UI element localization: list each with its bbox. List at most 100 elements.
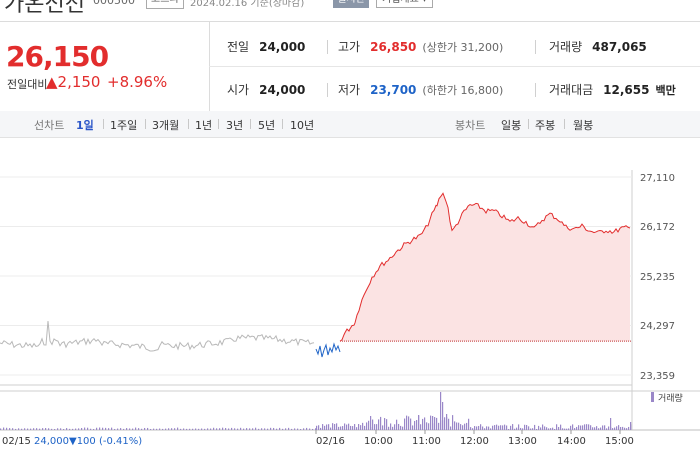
volume-bar	[6, 427, 8, 430]
volume-bar	[348, 423, 350, 430]
volume-bar	[192, 428, 194, 430]
volume-bar	[57, 428, 59, 430]
x-tick-label: 12:00	[460, 436, 489, 447]
period-10y[interactable]: 10년	[290, 119, 315, 132]
divider	[327, 83, 328, 97]
volume-bar	[210, 428, 212, 430]
volume-bar	[186, 428, 188, 430]
volume-bar	[189, 428, 191, 430]
realtime-button[interactable]: 실시간	[333, 0, 369, 8]
volume-bar	[390, 423, 392, 430]
volume-bar	[291, 428, 293, 430]
x-tick-label: 02/16	[316, 436, 345, 447]
volume-bar	[99, 427, 101, 430]
volume-bar	[428, 423, 430, 430]
volume-bar	[279, 427, 281, 430]
volume-bar	[548, 428, 550, 430]
volume-bar	[222, 427, 224, 430]
volume-bar	[231, 427, 233, 430]
volume-bar	[264, 428, 266, 430]
volume-bar	[282, 428, 284, 430]
period-5y[interactable]: 5년	[258, 119, 276, 132]
volume-bar	[610, 418, 612, 430]
volume-bar	[330, 427, 332, 430]
volume-bar	[105, 427, 107, 430]
volume-bar	[362, 422, 364, 430]
period-1d[interactable]: 1일	[76, 119, 94, 132]
volume-bar	[123, 428, 125, 430]
price-chart[interactable]: 27,110 26,172 25,235 24,297 23,359 거래량 0…	[0, 137, 700, 450]
volume-bar	[45, 428, 47, 430]
volume-bar	[51, 428, 53, 430]
volume-bar	[126, 428, 128, 430]
volume-bar	[406, 415, 408, 430]
volume-bar	[410, 418, 412, 430]
y-tick-label: 24,297	[640, 321, 675, 332]
volume-bar	[562, 428, 564, 430]
volume-bar	[572, 424, 574, 430]
volume-bar	[144, 427, 146, 430]
volume-bar	[530, 428, 532, 430]
volume-bar	[30, 428, 32, 430]
volume-bar	[300, 428, 302, 430]
volume-bar	[69, 428, 71, 430]
volume-bar	[568, 428, 570, 430]
volume-bar	[297, 428, 299, 430]
candle-monthly[interactable]: 월봉	[573, 119, 594, 132]
volume-bar	[21, 428, 23, 430]
x-tick-label: 10:00	[364, 436, 393, 447]
divider	[282, 119, 283, 129]
volume-bar	[15, 428, 17, 430]
volume-bar	[388, 426, 390, 430]
low-label: 저가	[338, 83, 361, 97]
volume-bar	[558, 426, 560, 430]
volume-bar	[396, 419, 398, 430]
volume-bar	[320, 427, 322, 430]
volume-bar	[438, 422, 440, 430]
volume-bar	[626, 428, 628, 430]
volume-bar	[528, 426, 530, 430]
volume-bar	[600, 427, 602, 430]
volume-bar	[402, 426, 404, 430]
volume-bar	[382, 425, 384, 430]
company-info-dropdown[interactable]: 기업개요 ▾	[376, 0, 433, 8]
period-1w[interactable]: 1주일	[110, 119, 138, 132]
volume-bar	[96, 427, 98, 430]
period-3m[interactable]: 3개월	[152, 119, 180, 132]
y-tick-label: 27,110	[640, 173, 675, 184]
volume-bar	[0, 428, 2, 430]
volume-bar	[165, 428, 167, 430]
volume-bar	[392, 426, 394, 430]
market-badge: 코스피	[146, 0, 184, 9]
volume-bar	[27, 428, 29, 430]
volume-bar	[87, 427, 89, 430]
volume-bar	[526, 424, 528, 430]
volume-bar	[560, 424, 562, 430]
volume-value: 487,065	[592, 40, 647, 54]
volume-bar	[592, 427, 594, 430]
volume-bar	[354, 424, 356, 430]
period-1y[interactable]: 1년	[195, 119, 213, 132]
open-field: 시가 24,000	[227, 81, 305, 98]
y-tick-label: 23,359	[640, 371, 675, 382]
volume-bar	[366, 422, 368, 430]
candle-weekly[interactable]: 주봉	[535, 119, 556, 132]
volume-bar	[376, 424, 378, 430]
volume-bar	[36, 428, 38, 430]
volume-bar	[514, 428, 516, 430]
period-3y[interactable]: 3년	[226, 119, 244, 132]
volume-bar	[358, 424, 360, 430]
volume-bar	[518, 424, 520, 430]
volume-bar	[490, 428, 492, 430]
volume-bar	[3, 427, 5, 430]
volume-bar	[102, 427, 104, 430]
volume-bar	[294, 428, 296, 430]
volume-bar	[618, 425, 620, 430]
candle-daily[interactable]: 일봉	[501, 119, 522, 132]
volume-bar	[270, 427, 272, 430]
volume-bar	[312, 428, 314, 430]
x-tick-label: 15:00	[605, 436, 634, 447]
volume-bar	[480, 424, 482, 430]
volume-bar	[129, 428, 131, 430]
open-label: 시가	[227, 83, 250, 97]
